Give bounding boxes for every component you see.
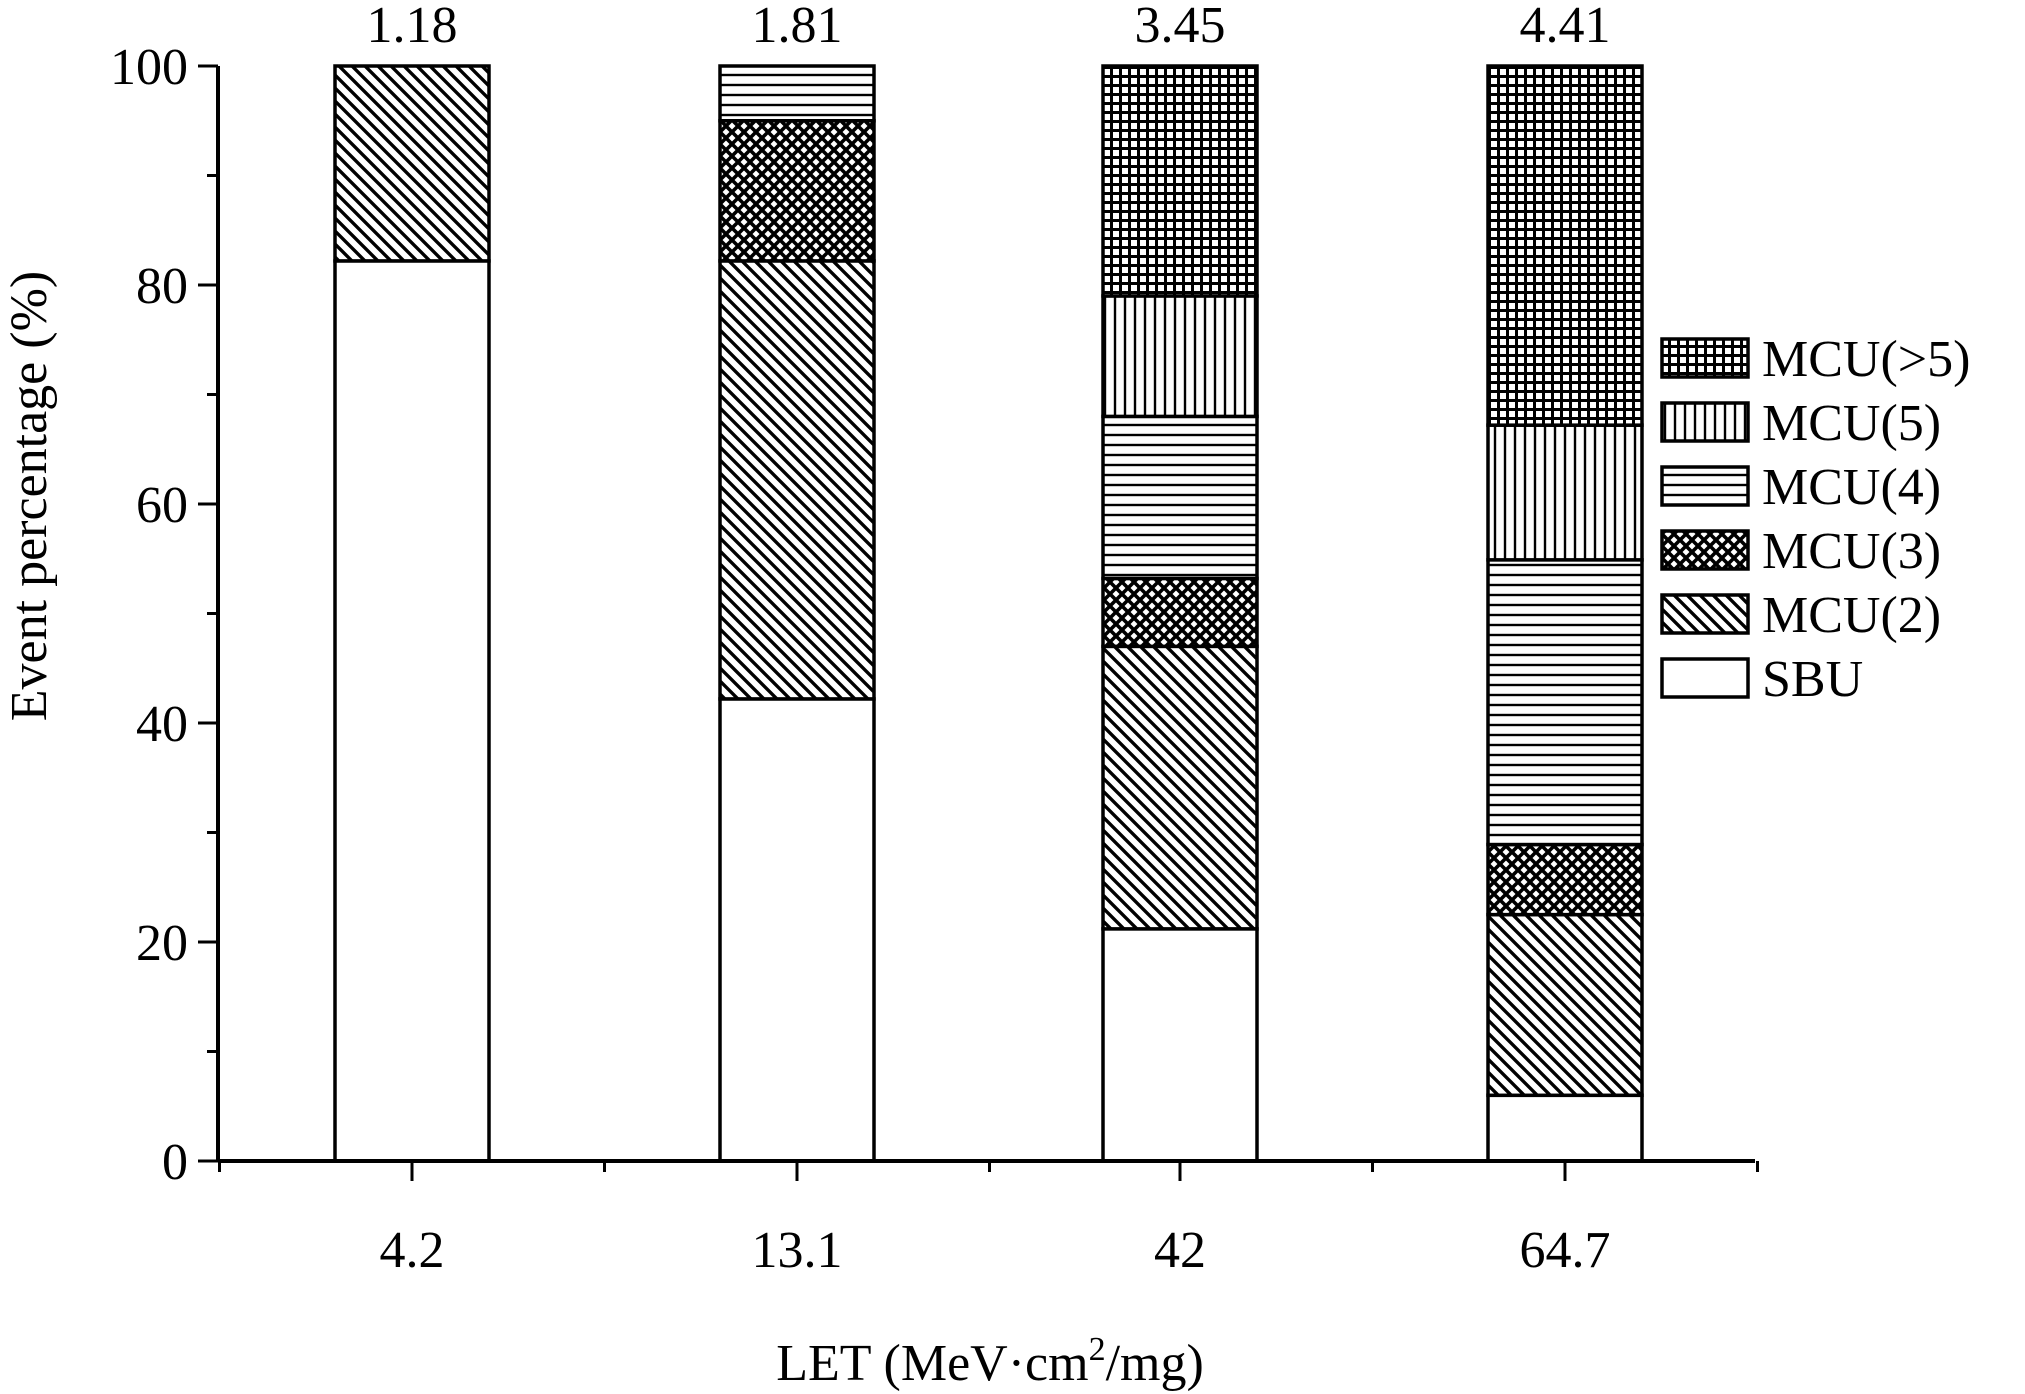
legend-swatch (1660, 657, 1750, 699)
y-axis-title: Event percentage (%) (1, 271, 58, 721)
bar-segment-sbu-0 (333, 259, 491, 1163)
legend: MCU(>5) MCU(5) MCU(4) MCU(3) MCU(2) SBU (1660, 331, 1970, 708)
bar-segment-mcu2-3 (1486, 912, 1644, 1098)
bar-segment-mcu3-1 (718, 119, 876, 263)
y-tick-label: 80 (136, 258, 188, 315)
x-axis-ticks: 4.2 13.1 42 64.7 (218, 1161, 1759, 1279)
x-tick-label: 42 (1154, 1222, 1206, 1279)
legend-swatch (1660, 465, 1750, 507)
legend-swatch (1660, 401, 1750, 443)
legend-label: MCU(4) (1762, 459, 1941, 516)
y-tick-label: 0 (162, 1134, 188, 1191)
legend-label: MCU(5) (1762, 395, 1941, 452)
bar-segment-mcu2-0 (333, 64, 491, 263)
x-tick-label: 13.1 (752, 1222, 843, 1279)
legend-label: SBU (1762, 651, 1863, 708)
x-tick-label: 4.2 (380, 1222, 445, 1279)
bar-total-label: 1.81 (752, 0, 843, 54)
bar-segment-mcu5-3 (1486, 64, 1644, 427)
bar-segment-mcu4-2 (1101, 414, 1259, 581)
bar-segment-mcu5-3 (1486, 423, 1644, 562)
x-tick-label: 64.7 (1520, 1222, 1611, 1279)
x-axis-title-superscript: 2 (1089, 1331, 1106, 1368)
bar-segment-mcu2-1 (718, 259, 876, 701)
bars-group (333, 64, 1644, 1163)
y-tick-label: 100 (110, 39, 188, 96)
bar-segment-mcu4-3 (1486, 558, 1644, 847)
legend-swatch (1660, 529, 1750, 571)
bar-segment-sbu-1 (718, 697, 876, 1163)
legend-label: MCU(>5) (1762, 331, 1970, 388)
bar-total-labels: 1.18 1.81 3.45 4.41 (367, 0, 1611, 54)
bar-total-label: 3.45 (1135, 0, 1226, 54)
bar-segment-mcu4-1 (718, 64, 876, 123)
bar-total-label: 1.18 (367, 0, 458, 54)
bar-segment-sbu-3 (1486, 1093, 1644, 1163)
bar-total-label: 4.41 (1520, 0, 1611, 54)
y-tick-label: 60 (136, 477, 188, 534)
bar-segment-mcu3-2 (1101, 576, 1259, 649)
bar-segment-sbu-2 (1101, 927, 1259, 1163)
legend-label: MCU(2) (1762, 587, 1941, 644)
x-axis-title-main: LET (MeV·cm (776, 1335, 1088, 1392)
bar-segment-mcu3-3 (1486, 842, 1644, 917)
x-axis-title-tail: /mg) (1106, 1335, 1204, 1392)
y-tick-label: 20 (136, 915, 188, 972)
legend-swatch (1660, 593, 1750, 635)
y-tick-label: 40 (136, 696, 188, 753)
legend-label: MCU(3) (1762, 523, 1941, 580)
y-axis-ticks: 0 20 40 60 80 100 (110, 39, 218, 1191)
legend-swatch (1660, 337, 1750, 379)
bar-segment-mcu5-2 (1101, 64, 1259, 298)
bar-segment-mcu5-2 (1101, 294, 1259, 419)
x-axis-title: LET (MeV·cm2/mg) (776, 1331, 1204, 1392)
bar-segment-mcu2-2 (1101, 644, 1259, 931)
